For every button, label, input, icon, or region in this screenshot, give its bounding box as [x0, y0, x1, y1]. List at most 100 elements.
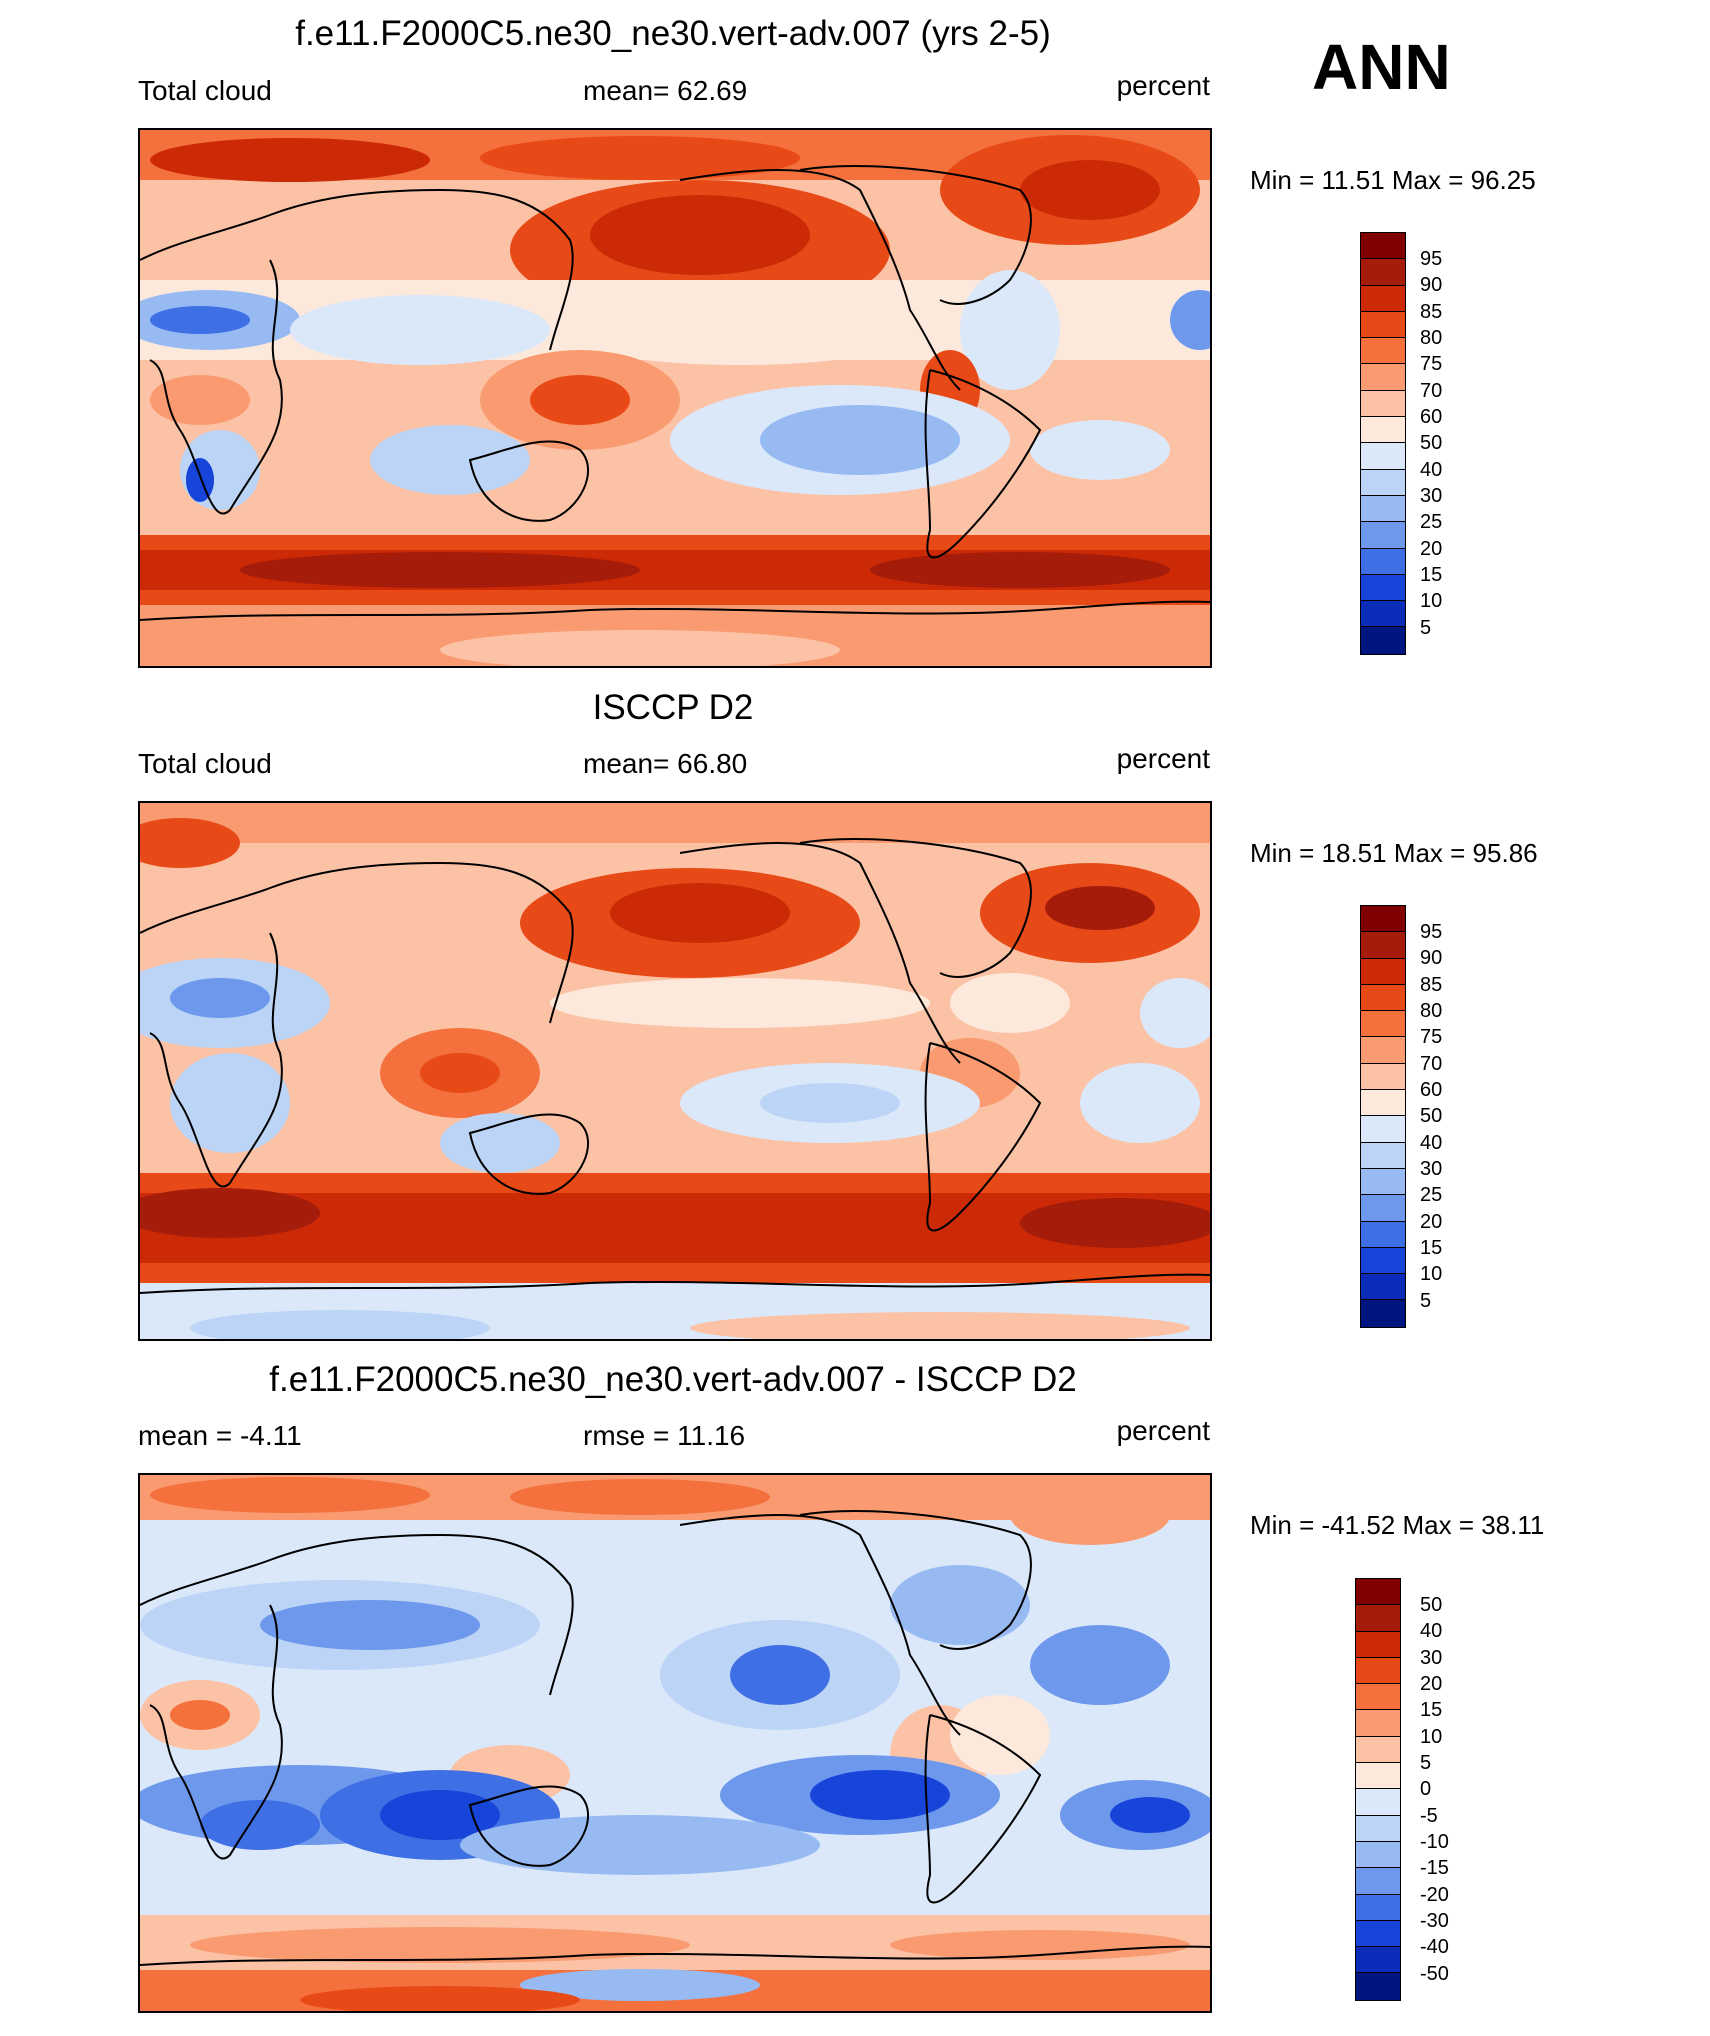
colorbar-box: [1361, 906, 1405, 933]
min-max: Min = 18.51 Max = 95.86: [1250, 838, 1538, 868]
colorbar-box: [1361, 1195, 1405, 1222]
colorbar-label: 60: [1420, 1079, 1443, 1101]
colorbar-box: [1361, 522, 1405, 549]
colorbar-box: [1361, 932, 1405, 959]
colorbar-label: 20: [1420, 1211, 1443, 1233]
colorbar-box: [1356, 1657, 1400, 1685]
colorbar-box: [1361, 233, 1405, 260]
colorbar-box: [1361, 259, 1405, 286]
colorbar-label: 5: [1420, 1752, 1432, 1774]
colorbar-label: 20: [1420, 538, 1443, 560]
colorbar-label: 15: [1420, 1237, 1443, 1259]
colorbar-label: 15: [1420, 1699, 1443, 1721]
colorbar-box: [1361, 1116, 1405, 1143]
colorbar-box: [1361, 548, 1405, 575]
units-label: percent: [1116, 1415, 1210, 1446]
colorbar-box: [1361, 958, 1405, 985]
colorbar-label: 30: [1420, 1158, 1443, 1180]
colorbar-label: -20: [1420, 1884, 1449, 1906]
contour-map: [138, 801, 1212, 1341]
colorbar-label: 10: [1420, 590, 1443, 612]
colorbar-label: 25: [1420, 511, 1443, 533]
colorbar-label: -10: [1420, 1831, 1449, 1853]
panel-title: f.e11.F2000C5.ne30_ne30.vert-adv.007 (yr…: [295, 14, 1051, 53]
colorbar-label: 20: [1420, 1673, 1443, 1695]
colorbar-label: 0: [1420, 1778, 1432, 1800]
colorbar-box: [1356, 1920, 1400, 1948]
min-max: Min = 11.51 Max = 96.25: [1250, 165, 1536, 195]
colorbar-box: [1361, 417, 1405, 444]
colorbar-label: 30: [1420, 485, 1443, 507]
season-label: ANN: [1312, 31, 1451, 103]
colorbar-label: 30: [1420, 1647, 1443, 1669]
colorbar-label: -50: [1420, 1963, 1449, 1985]
panel-title: ISCCP D2: [592, 688, 754, 727]
mean-value: mean = -4.11: [138, 1420, 302, 1451]
colorbar-label: 85: [1420, 974, 1443, 996]
colorbar-label: 70: [1420, 380, 1443, 402]
colorbar: [1360, 905, 1406, 1328]
colorbar-label: 40: [1420, 459, 1443, 481]
colorbar-label: -5: [1420, 1805, 1438, 1827]
colorbar-label: 40: [1420, 1132, 1443, 1154]
colorbar-box: [1356, 1789, 1400, 1816]
colorbar-box: [1361, 311, 1405, 339]
units-label: percent: [1116, 70, 1210, 101]
colorbar-box: [1361, 338, 1405, 365]
colorbar-box: [1361, 1247, 1405, 1275]
colorbar-box: [1361, 285, 1405, 312]
colorbar-box: [1356, 1815, 1400, 1842]
colorbar-box: [1356, 1631, 1400, 1658]
colorbar-box: [1356, 1947, 1400, 1974]
mean-value: mean= 66.80: [583, 748, 748, 779]
colorbar: [1355, 1578, 1401, 2001]
colorbar-box: [1361, 984, 1405, 1012]
colorbar-label: -15: [1420, 1857, 1449, 1879]
colorbar-box: [1356, 1710, 1400, 1737]
colorbar-box: [1361, 1300, 1405, 1327]
colorbar-box: [1356, 1973, 1400, 2000]
colorbar-box: [1361, 443, 1405, 470]
colorbar-box: [1361, 627, 1405, 654]
colorbar-label: 10: [1420, 1726, 1443, 1748]
rmse-value: rmse = 11.16: [583, 1420, 746, 1451]
colorbar-label: 40: [1420, 1620, 1443, 1642]
colorbar-label: 10: [1420, 1263, 1443, 1285]
colorbar-box: [1361, 390, 1405, 418]
colorbar-box: [1356, 1894, 1400, 1921]
colorbar-box: [1356, 1684, 1400, 1711]
colorbar-box: [1361, 574, 1405, 602]
colorbar-label: 80: [1420, 327, 1443, 349]
colorbar-label: 90: [1420, 274, 1443, 296]
colorbar-box: [1361, 364, 1405, 391]
colorbar-box: [1361, 1274, 1405, 1301]
colorbar-box: [1361, 1142, 1405, 1169]
colorbar-box: [1356, 1736, 1400, 1764]
colorbar-box: [1356, 1841, 1400, 1869]
colorbar-box: [1361, 1168, 1405, 1196]
contour-map: [138, 1473, 1212, 2013]
colorbar-label: -40: [1420, 1936, 1449, 1958]
colorbar-label: 90: [1420, 947, 1443, 969]
colorbar-box: [1361, 469, 1405, 496]
colorbar-label: 5: [1420, 617, 1432, 639]
colorbar-box: [1356, 1579, 1400, 1606]
colorbar-box: [1361, 1037, 1405, 1064]
colorbar-label: 50: [1420, 432, 1443, 454]
colorbar-box: [1361, 1221, 1405, 1248]
mean-value: mean= 62.69: [583, 75, 748, 106]
colorbar-label: 25: [1420, 1184, 1443, 1206]
colorbar-box: [1361, 495, 1405, 523]
units-label: percent: [1116, 743, 1210, 774]
min-max: Min = -41.52 Max = 38.11: [1250, 1510, 1545, 1540]
colorbar-box: [1356, 1868, 1400, 1895]
colorbar-label: 70: [1420, 1053, 1443, 1075]
colorbar-box: [1356, 1763, 1400, 1790]
colorbar-label: 50: [1420, 1594, 1443, 1616]
colorbar-box: [1361, 1063, 1405, 1091]
field-label: Total cloud: [138, 748, 272, 779]
colorbar-label: 50: [1420, 1105, 1443, 1127]
colorbar-box: [1356, 1605, 1400, 1632]
colorbar-box: [1361, 1090, 1405, 1117]
colorbar-label: 60: [1420, 406, 1443, 428]
